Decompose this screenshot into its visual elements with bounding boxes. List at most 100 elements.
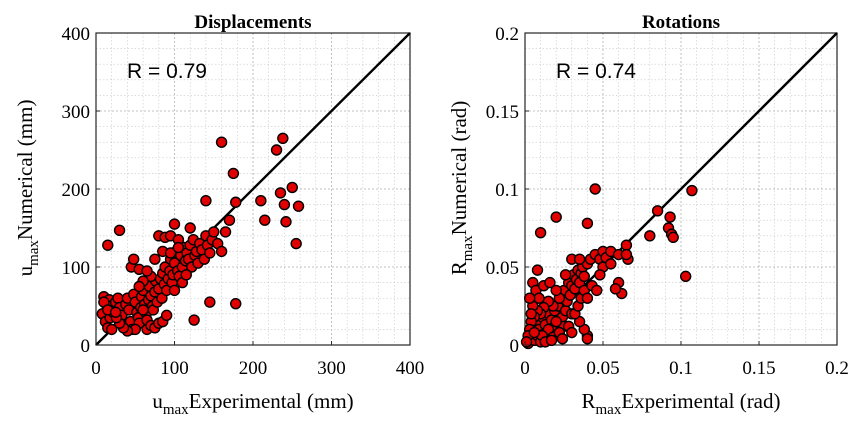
y-axis-label-main: Numerical (mm) xyxy=(13,100,37,241)
x-tick-label-displacements: 100 xyxy=(160,358,189,379)
data-point-rotations xyxy=(533,292,545,304)
data-point-rotations xyxy=(667,231,679,244)
data-point-rotations xyxy=(581,292,594,304)
x-tick-label-rotations: 0 xyxy=(520,358,530,379)
data-point-displacements xyxy=(270,144,283,156)
data-point-displacements xyxy=(259,214,271,226)
panel-displacements: Displacements 0 100 200 300 400 0 100 200 300 400… xyxy=(13,12,424,418)
data-point-rotations xyxy=(578,270,590,283)
data-point-rotations xyxy=(605,258,617,270)
data-point-displacements xyxy=(160,309,173,322)
data-point-rotations xyxy=(609,283,622,295)
data-point-displacements xyxy=(133,280,145,293)
data-point-displacements xyxy=(168,284,181,297)
data-point-rotations xyxy=(534,226,547,239)
x-tick-label-displacements: 300 xyxy=(317,358,346,379)
y-tick-label-displacements: 0 xyxy=(81,336,91,357)
x-tick-label-rotations: 0.1 xyxy=(669,358,693,379)
data-point-displacements xyxy=(127,253,140,265)
data-point-displacements xyxy=(204,247,216,259)
y-axis-label-main: Numerical (rad) xyxy=(447,101,471,236)
data-point-displacements xyxy=(208,226,220,238)
x-tick-label-displacements: 400 xyxy=(396,358,425,379)
data-point-rotations xyxy=(679,270,692,283)
data-point-displacements xyxy=(149,253,161,265)
data-point-rotations xyxy=(589,183,601,195)
data-point-displacements xyxy=(292,200,305,212)
x-tick-label-rotations: 0.2 xyxy=(825,358,849,379)
data-point-displacements xyxy=(280,216,292,228)
data-point-displacements xyxy=(141,265,153,277)
data-point-displacements xyxy=(137,304,149,316)
data-point-displacements xyxy=(215,136,228,148)
y-axis-label-sub: max xyxy=(26,240,42,266)
data-point-displacements xyxy=(180,269,192,281)
data-point-rotations xyxy=(556,333,569,345)
data-point-displacements xyxy=(255,194,267,207)
data-point-displacements xyxy=(113,224,126,237)
data-point-displacements xyxy=(290,237,302,250)
x-tick-label-displacements: 200 xyxy=(239,358,268,379)
data-point-displacements xyxy=(274,187,287,199)
data-point-rotations xyxy=(520,336,533,348)
data-point-displacements xyxy=(230,196,242,208)
data-point-rotations xyxy=(573,253,586,265)
points-displacements xyxy=(96,132,305,337)
data-point-rotations xyxy=(525,308,537,320)
data-point-displacements xyxy=(227,167,240,180)
data-point-rotations xyxy=(523,292,536,304)
data-point-rotations xyxy=(581,333,594,345)
data-point-displacements xyxy=(230,297,242,310)
data-point-rotations xyxy=(550,315,562,328)
x-axis-label-rotations: RmaxExperimental (rad) xyxy=(581,389,780,418)
x-tick-label-rotations: 0.05 xyxy=(586,358,619,379)
data-point-rotations xyxy=(644,230,656,242)
y-tick-label-rotations: 0 xyxy=(510,336,520,357)
data-point-rotations xyxy=(594,269,606,281)
data-point-rotations xyxy=(591,284,603,297)
ticks-displacements: 0 100 200 300 400 0 100 200 300 400 xyxy=(62,24,425,379)
x-axis-label-sub: max xyxy=(596,402,622,418)
data-point-displacements xyxy=(277,132,289,145)
y-axis-label-sub: max xyxy=(460,235,476,261)
data-point-rotations xyxy=(686,184,698,197)
data-point-rotations xyxy=(566,326,578,339)
data-point-displacements xyxy=(219,226,232,238)
data-point-displacements xyxy=(168,218,181,230)
data-point-displacements xyxy=(223,214,236,226)
data-point-rotations xyxy=(550,211,562,223)
data-point-displacements xyxy=(184,222,196,234)
x-tick-label-rotations: 0.15 xyxy=(742,358,775,379)
panel-title-displacements: Displacements xyxy=(194,12,311,33)
y-tick-label-displacements: 300 xyxy=(62,102,91,123)
y-axis-label-rotations: RmaxNumerical (rad) xyxy=(447,101,476,276)
data-point-rotations xyxy=(664,211,676,223)
data-point-displacements xyxy=(200,194,212,207)
data-point-displacements xyxy=(164,247,177,259)
panel-rotations: Rotations 0 0.05 0.1 0.15 0.2 0 0.05 0.1 0.15 0.2… xyxy=(447,12,849,418)
data-point-rotations xyxy=(559,269,572,281)
y-tick-label-displacements: 400 xyxy=(62,24,91,45)
data-point-rotations xyxy=(651,205,664,217)
r-annotation-displacements: R = 0.79 xyxy=(127,60,207,83)
x-axis-label-displacements: umaxExperimental (mm) xyxy=(152,389,353,418)
data-point-displacements xyxy=(102,239,114,251)
y-tick-label-rotations: 0.15 xyxy=(486,102,519,123)
points-rotations xyxy=(520,183,698,350)
data-point-displacements xyxy=(204,296,216,308)
data-point-rotations xyxy=(531,264,544,276)
r-annotation-rotations: R = 0.74 xyxy=(556,60,636,83)
data-point-displacements xyxy=(105,323,118,336)
data-point-displacements xyxy=(286,181,298,194)
x-axis-label-main: Experimental (mm) xyxy=(189,389,354,413)
y-tick-label-displacements: 200 xyxy=(62,180,91,201)
data-point-rotations xyxy=(545,334,558,347)
data-point-rotations xyxy=(581,217,594,230)
data-point-rotations xyxy=(544,276,556,289)
data-point-displacements xyxy=(109,306,122,318)
y-tick-label-rotations: 0.1 xyxy=(495,180,519,201)
data-point-rotations xyxy=(620,239,633,251)
ticks-rotations: 0 0.05 0.1 0.15 0.2 0 0.05 0.1 0.15 0.2 xyxy=(486,24,849,379)
y-tick-label-rotations: 0.05 xyxy=(486,258,519,279)
